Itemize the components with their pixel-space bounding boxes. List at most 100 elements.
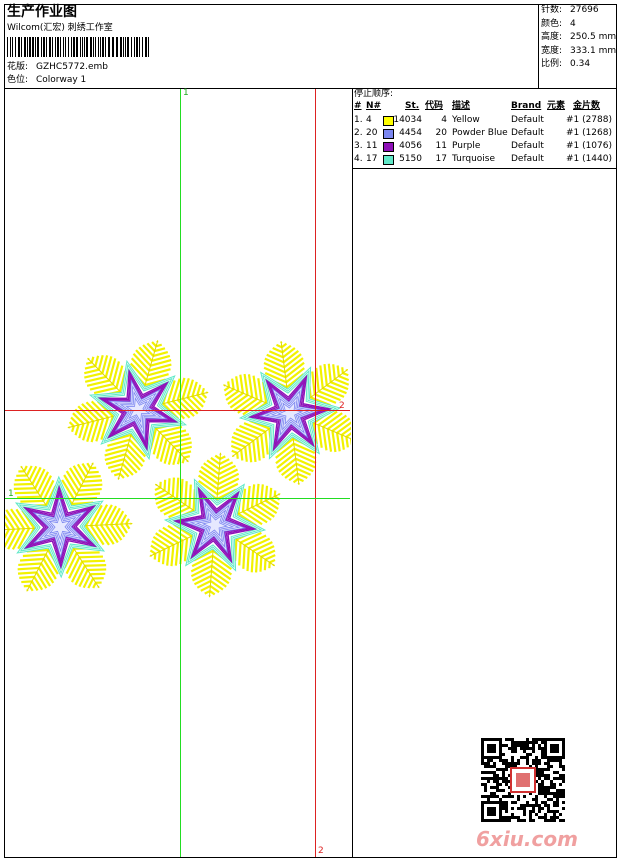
qr-cell	[550, 792, 553, 795]
qr-finder	[487, 744, 496, 753]
qr-cell	[484, 795, 487, 798]
qr-cell	[538, 786, 541, 789]
qr-cell	[541, 741, 544, 744]
qr-cell	[481, 795, 484, 798]
stitches: 5150	[399, 154, 422, 164]
qr-cell	[505, 765, 508, 768]
bar	[90, 37, 92, 57]
petal-inner	[201, 512, 229, 538]
guide-label: 1	[8, 489, 14, 499]
qr-cell	[529, 747, 532, 750]
qr-cell	[532, 750, 535, 753]
qr-cell	[544, 762, 547, 765]
code: 20	[435, 128, 447, 138]
bar	[80, 37, 81, 57]
qr-cell	[559, 783, 562, 786]
row-order: 2.	[354, 128, 363, 138]
qr-cell	[502, 816, 505, 819]
info-value: 250.5 mm	[570, 32, 617, 42]
row-order: 1.	[354, 115, 363, 125]
qr-cell	[535, 762, 538, 765]
info-label: 比例:	[541, 59, 563, 69]
qr-cell	[556, 810, 559, 813]
qr-cell	[532, 759, 535, 762]
qr-cell	[493, 771, 496, 774]
qr-cell	[508, 774, 511, 777]
qr-cell	[487, 780, 490, 783]
qr-cell	[535, 759, 538, 762]
bar	[93, 37, 94, 57]
info-value: 0.34	[570, 59, 591, 69]
qr-cell	[559, 762, 562, 765]
qr-cell	[529, 810, 532, 813]
qr-cell	[487, 765, 490, 768]
bar	[18, 37, 20, 57]
guide-label: 1	[183, 88, 189, 98]
qr-cell	[526, 747, 529, 750]
bar	[125, 37, 126, 57]
column-header: N#	[366, 101, 382, 111]
petal-inner	[258, 384, 322, 442]
qr-cell	[556, 789, 559, 792]
qr-cell	[562, 807, 565, 810]
petal-inner	[113, 385, 163, 435]
qr-cell	[505, 759, 508, 762]
qr-cell	[559, 777, 562, 780]
qr-cell	[544, 795, 547, 798]
qr-cell	[505, 807, 508, 810]
info-value: 4	[570, 18, 576, 29]
qr-cell	[499, 798, 502, 801]
qr-cell	[538, 789, 541, 792]
qr-cell	[496, 777, 499, 780]
qr-cell	[511, 759, 514, 762]
qr-cell	[502, 780, 505, 783]
qr-cell	[541, 747, 544, 750]
qr-finder	[544, 738, 565, 759]
description: Turquoise	[452, 154, 496, 164]
qr-cell	[502, 807, 505, 810]
qr-cell	[559, 774, 562, 777]
qr-cell	[541, 774, 544, 777]
qr-cell	[556, 798, 559, 801]
qr-cell	[535, 795, 538, 798]
qr-cell	[529, 804, 532, 807]
qr-cell	[550, 759, 553, 762]
qr-cell	[553, 783, 556, 786]
qr-cell	[502, 759, 505, 762]
info-label: 针数:	[541, 5, 563, 15]
qr-cell	[517, 795, 520, 798]
petal-inner	[276, 400, 304, 426]
bar	[12, 37, 13, 57]
qr-cell	[505, 768, 508, 771]
bar	[10, 37, 11, 57]
description: Powder Blue	[452, 128, 508, 138]
qr-cell	[526, 738, 529, 741]
qr-cell	[523, 810, 526, 813]
qr-logo	[510, 767, 536, 793]
qr-cell	[502, 819, 505, 822]
qr-cell	[559, 765, 562, 768]
bar	[142, 37, 143, 57]
qr-cell	[550, 783, 553, 786]
qr-cell	[523, 750, 526, 753]
qr-cell	[532, 741, 535, 744]
qr-cell	[532, 747, 535, 750]
qr-cell	[541, 807, 544, 810]
qr-cell	[538, 816, 541, 819]
qr-cell	[508, 747, 511, 750]
column-header: St.	[405, 101, 420, 111]
qr-cell	[562, 777, 565, 780]
bar	[82, 37, 83, 57]
qr-cell	[541, 792, 544, 795]
qr-cell	[511, 816, 514, 819]
qr-cell	[538, 744, 541, 747]
qr-cell	[550, 816, 553, 819]
qr-cell	[502, 774, 505, 777]
petal-inner	[42, 507, 78, 547]
label: 色位:	[7, 75, 29, 85]
petal	[176, 490, 254, 560]
qr-cell	[499, 759, 502, 762]
qr-cell	[496, 786, 499, 789]
code: 11	[435, 141, 447, 151]
qr-cell	[532, 744, 535, 747]
